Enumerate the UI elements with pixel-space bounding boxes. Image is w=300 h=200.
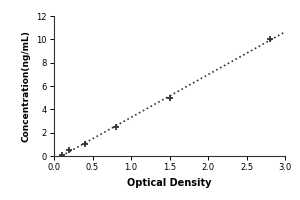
X-axis label: Optical Density: Optical Density: [127, 178, 212, 188]
Y-axis label: Concentration(ng/mL): Concentration(ng/mL): [22, 30, 31, 142]
